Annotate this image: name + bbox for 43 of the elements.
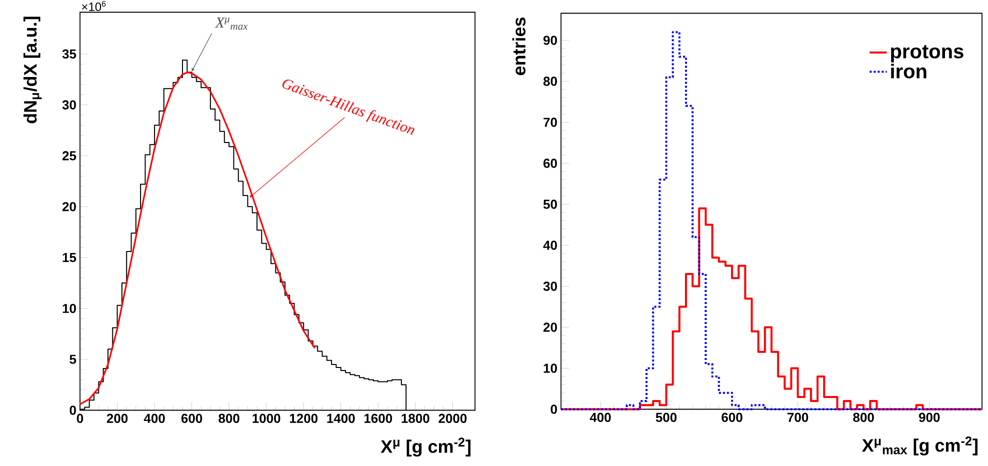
x-tick-label: 800 <box>218 414 240 423</box>
y-axis-title: dN$_{μ}$/dX [a.u.] <box>24 16 42 124</box>
y-tick-label: 0 <box>70 406 76 415</box>
y-tick-label: 30 <box>543 282 557 291</box>
text: ×10$^{6}$ <box>82 0 106 11</box>
y-tick-label: 5 <box>70 354 76 364</box>
y-axis-title: entries <box>512 17 526 75</box>
y-tick-label: 30 <box>62 100 76 110</box>
x-axis-title: X$^{μ}$ [g cm$^{-2}$] <box>380 438 470 456</box>
x-tick-label: 0 <box>76 414 84 423</box>
x-tick-label: 1800 <box>402 414 430 423</box>
y-tick-label: 0 <box>550 404 557 414</box>
x-tick-label: 700 <box>788 412 808 422</box>
y-tick-label: 90 <box>543 36 557 45</box>
y-tick-label: 10 <box>62 304 76 313</box>
y-tick-label: 35 <box>62 49 76 58</box>
x-tick-label: 600 <box>722 412 742 422</box>
x-tick-label: 1200 <box>290 414 318 423</box>
annotation: X$^{μ}$max <box>214 17 248 30</box>
x-tick-label: 800 <box>853 412 874 422</box>
x-tick-label: 400 <box>144 414 165 423</box>
y-tick-label: 15 <box>62 252 76 262</box>
legend-label: protons <box>891 45 964 62</box>
y-tick-label: 40 <box>543 240 557 250</box>
y-tick-label: 25 <box>62 151 76 160</box>
x-tick-label: 600 <box>181 414 202 423</box>
legend-label: iron <box>891 64 926 78</box>
y-tick-label: 80 <box>543 76 557 86</box>
y-tick-label: 20 <box>543 322 557 332</box>
x-tick-label: 500 <box>656 412 677 422</box>
y-tick-label: 60 <box>543 158 557 168</box>
x-tick-label: 1600 <box>364 414 392 423</box>
y-tick-label: 70 <box>544 118 557 127</box>
x-axis-title: X$^{μ}$$_{max}$ [g cm$^{-2}$] <box>862 436 978 456</box>
x-tick-label: 400 <box>590 412 611 422</box>
x-tick-label: 1400 <box>327 414 355 423</box>
x-tick-label: 200 <box>106 414 128 423</box>
x-tick-label: 900 <box>918 412 940 422</box>
x-tick-label: 2000 <box>438 414 467 423</box>
y-tick-label: 20 <box>62 202 76 212</box>
y-tick-label: 10 <box>544 364 557 373</box>
y-tick-label: 50 <box>543 200 557 209</box>
x-tick-label: 1000 <box>252 414 280 423</box>
